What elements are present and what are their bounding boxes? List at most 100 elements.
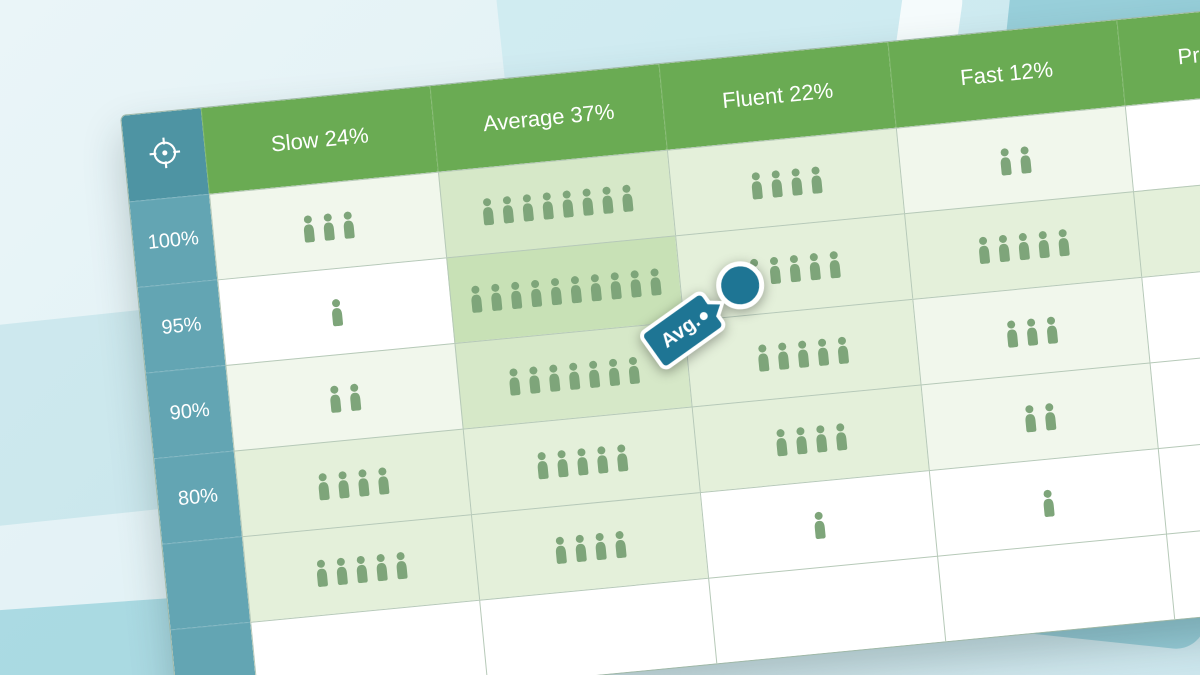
person-icon [334, 469, 353, 498]
target-icon [146, 134, 184, 176]
person-icon [591, 531, 610, 560]
person-icon [538, 190, 557, 219]
person-icon [505, 366, 524, 395]
person-icon [833, 335, 852, 364]
people-group [533, 442, 631, 479]
row-head-label: 90% [169, 399, 211, 426]
row-head-r90[interactable]: 90% [146, 365, 234, 458]
person-icon [773, 340, 792, 369]
person-icon [518, 192, 537, 221]
person-icon [553, 448, 572, 477]
person-icon [486, 282, 505, 311]
person-icon [566, 274, 585, 303]
person-icon [353, 467, 372, 496]
people-group [1039, 488, 1058, 517]
col-head-label: Fluent 22% [721, 78, 834, 115]
person-icon [319, 211, 338, 240]
person-icon [810, 510, 829, 539]
person-icon [558, 188, 577, 217]
person-icon [578, 186, 597, 215]
row-head-r95[interactable]: 95% [138, 279, 226, 372]
person-icon [996, 146, 1015, 175]
person-icon [791, 425, 810, 454]
person-icon [1039, 488, 1058, 517]
people-group [325, 382, 364, 413]
person-icon [612, 442, 631, 471]
person-icon [787, 166, 806, 195]
person-icon [571, 533, 590, 562]
person-icon [592, 444, 611, 473]
person-icon [825, 249, 844, 278]
person-icon [352, 554, 371, 583]
person-icon [617, 183, 636, 212]
people-group [747, 164, 825, 199]
person-icon [345, 382, 364, 411]
person-icon [1022, 316, 1041, 345]
person-icon [646, 266, 665, 295]
person-icon [994, 233, 1013, 262]
col-head-label: Pro 5% [1177, 37, 1200, 70]
person-icon [611, 529, 630, 558]
person-icon [498, 194, 517, 223]
person-icon [767, 168, 786, 197]
person-icon [604, 357, 623, 386]
person-icon [831, 421, 850, 450]
people-group [1002, 315, 1060, 348]
people-group [314, 465, 392, 500]
col-head-label: Average 37% [482, 99, 616, 138]
people-group [505, 355, 643, 396]
person-icon [813, 337, 832, 366]
people-group [996, 144, 1035, 175]
person-icon [339, 209, 358, 238]
person-icon [1054, 227, 1073, 256]
people-group [551, 529, 629, 564]
person-icon [1020, 403, 1039, 432]
person-icon [325, 384, 344, 413]
person-icon [332, 556, 351, 585]
person-icon [1034, 229, 1053, 258]
person-icon [372, 552, 391, 581]
person-icon [551, 535, 570, 564]
col-head-label: Slow 24% [270, 122, 370, 157]
person-icon [1014, 231, 1033, 260]
avg-label: Avg. [657, 310, 704, 353]
person-icon [506, 280, 525, 309]
corner-cell [121, 108, 209, 201]
row-head-r100[interactable]: 100% [129, 194, 217, 287]
avg-marker[interactable]: Avg. [641, 303, 724, 357]
people-group [772, 421, 850, 456]
person-icon [544, 362, 563, 391]
row-head-label: 95% [161, 313, 203, 340]
row-head-r70[interactable] [162, 536, 250, 629]
row-head-r80[interactable]: 80% [154, 451, 242, 544]
person-icon [805, 251, 824, 280]
person-icon [1042, 315, 1061, 344]
person-icon [1002, 318, 1021, 347]
person-icon [564, 361, 583, 390]
row-head-label: 100% [147, 227, 200, 255]
person-icon [598, 185, 617, 214]
person-icon [772, 427, 791, 456]
person-icon [466, 284, 485, 313]
row-head-r60[interactable] [171, 622, 259, 675]
person-icon [785, 253, 804, 282]
person-icon [392, 550, 411, 579]
person-icon [584, 359, 603, 388]
person-icon [373, 465, 392, 494]
person-icon [314, 471, 333, 500]
person-icon [753, 342, 772, 371]
person-icon [747, 170, 766, 199]
row-head-label: 80% [177, 484, 219, 511]
person-icon [546, 276, 565, 305]
person-icon [624, 355, 643, 384]
col-head-label: Fast 12% [959, 56, 1054, 91]
people-group [753, 335, 851, 372]
person-icon [765, 255, 784, 284]
person-icon [606, 270, 625, 299]
person-icon [586, 272, 605, 301]
person-icon [811, 423, 830, 452]
person-icon [807, 164, 826, 193]
person-icon [1040, 401, 1059, 430]
heatmap-stage: Slow 24% Average 37% Fluent 22% Fast 12% Pro… [120, 0, 1200, 675]
person-icon [524, 364, 543, 393]
